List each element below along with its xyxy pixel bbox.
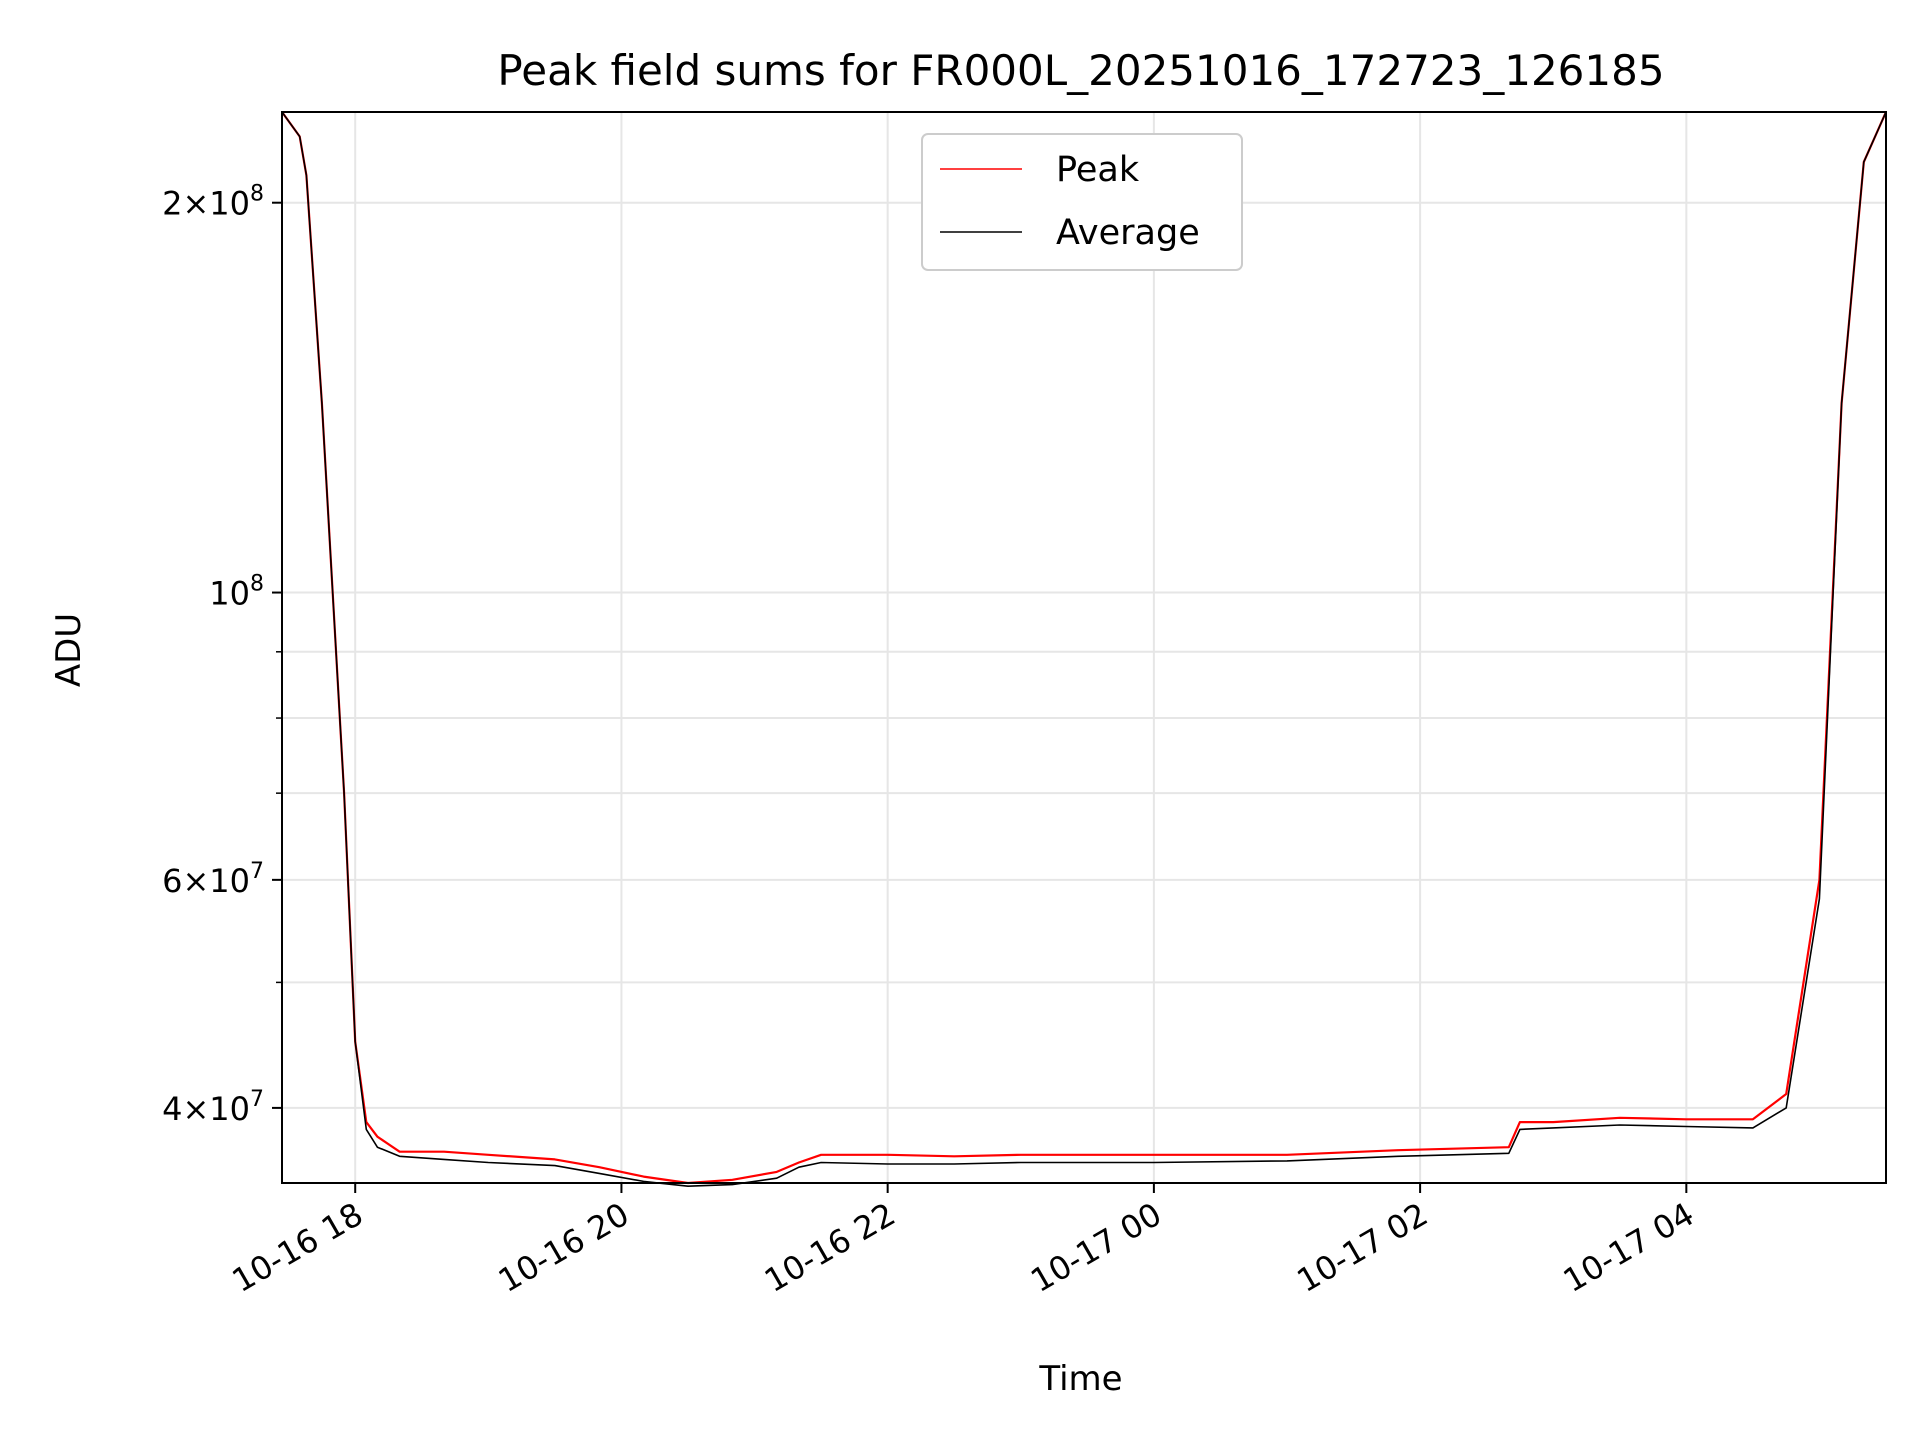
y-tick-label-2: 108 bbox=[209, 572, 264, 613]
chart-title: Peak field sums for FR000L_20251016_1727… bbox=[497, 46, 1664, 95]
x-axis-title: Time bbox=[1038, 1359, 1122, 1399]
series-line-average bbox=[281, 111, 1887, 1187]
y-tick-label-1: 6×107 bbox=[162, 859, 264, 900]
legend-peak-label: Peak bbox=[1056, 150, 1140, 190]
y-tick-label-0: 4×107 bbox=[162, 1087, 264, 1128]
legend-average-label: Average bbox=[1056, 213, 1200, 253]
legend-box bbox=[921, 133, 1243, 271]
y-tick-label-3: 2×108 bbox=[162, 182, 264, 223]
series-layer bbox=[281, 111, 1888, 1187]
y-axis-title: ADU bbox=[49, 613, 89, 687]
legend: Peak Average bbox=[921, 133, 1243, 271]
plot-area-frame bbox=[281, 111, 1887, 1184]
